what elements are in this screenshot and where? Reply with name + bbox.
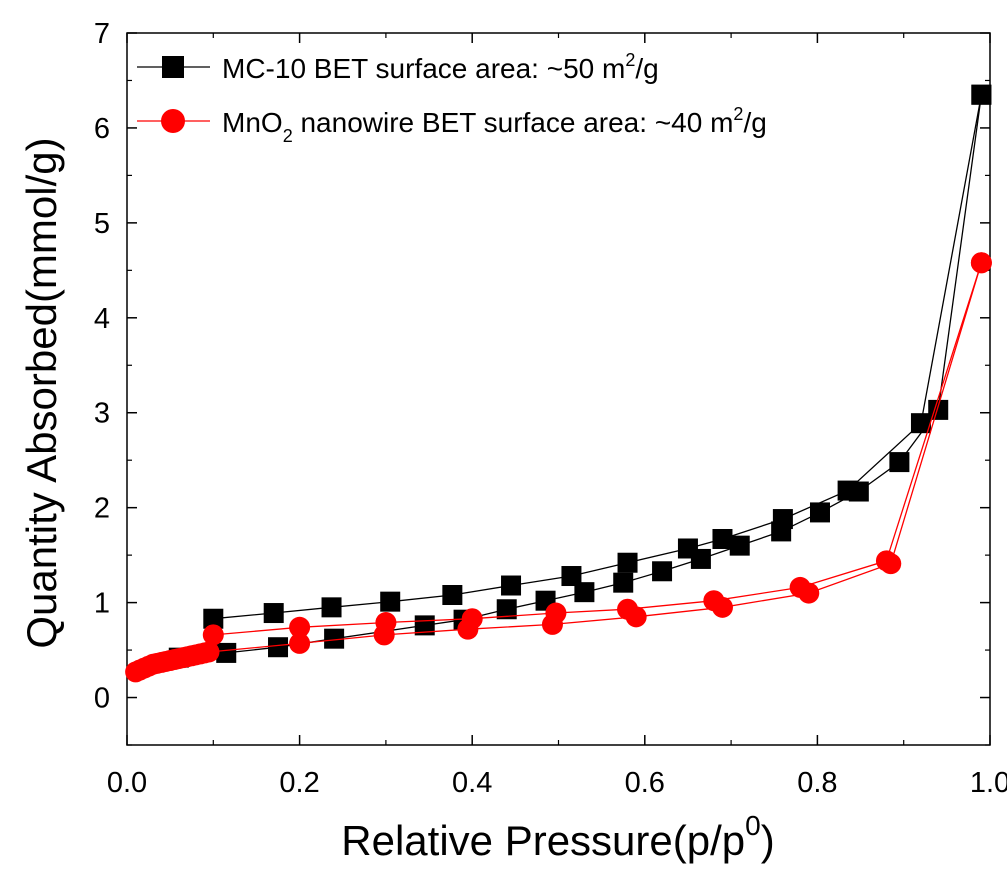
data-point xyxy=(970,252,992,274)
y-tick-label: 4 xyxy=(94,303,110,335)
series-mno2 xyxy=(125,252,992,683)
data-point xyxy=(461,608,483,630)
legend-mc10-label: MC-10 BET surface area: ~50 m2/g xyxy=(222,50,659,84)
series-mc10 xyxy=(168,84,992,668)
data-point xyxy=(875,550,897,572)
data-point xyxy=(928,399,949,420)
data-point xyxy=(809,502,830,523)
data-point xyxy=(729,535,750,556)
data-point xyxy=(703,590,725,612)
y-tick-label: 1 xyxy=(94,588,110,620)
plot-frame xyxy=(126,32,991,746)
data-point xyxy=(442,585,463,606)
legend-mno2-label: MnO2 nanowire BET surface area: ~40 m2/g xyxy=(222,104,767,146)
data-point xyxy=(216,642,237,663)
legend-mc10-marker xyxy=(162,56,184,78)
y-tick-label: 6 xyxy=(94,113,110,145)
series-line-desorption xyxy=(213,94,983,620)
x-tick-label: 0.8 xyxy=(797,767,837,799)
data-point xyxy=(268,637,289,658)
data-point xyxy=(677,538,698,559)
data-point xyxy=(289,616,311,638)
data-point xyxy=(321,597,342,618)
legend-mno2-marker xyxy=(161,109,185,133)
data-point xyxy=(501,575,522,596)
plot-border xyxy=(126,32,991,746)
data-point xyxy=(889,452,910,473)
data-point xyxy=(289,632,311,654)
x-tick-label: 0.6 xyxy=(625,767,665,799)
x-tick-label: 0.0 xyxy=(107,767,147,799)
data-point xyxy=(574,582,595,603)
axis-ticks: 0.0 0.2 0.4 0.6 0.8 1.0 0 1 2 3 4 5 6 7 xyxy=(94,18,1007,799)
y-tick-label: 3 xyxy=(94,398,110,430)
y-tick-label: 0 xyxy=(94,683,110,715)
data-point xyxy=(375,612,397,634)
y-axis-title: Quantity Absorbed(mmol/g) xyxy=(18,137,65,648)
data-point xyxy=(613,572,634,593)
data-point xyxy=(380,591,401,612)
data-point xyxy=(203,608,224,629)
y-tick-label: 7 xyxy=(94,18,110,50)
y-tick-label: 5 xyxy=(94,208,110,240)
data-point xyxy=(263,603,284,624)
series-line-desorption xyxy=(213,262,983,636)
data-point xyxy=(202,624,224,646)
data-point xyxy=(652,561,673,582)
x-axis-title: Relative Pressure(p/p0) xyxy=(341,810,774,864)
data-point xyxy=(561,566,582,587)
data-point xyxy=(910,413,931,434)
data-point xyxy=(789,576,811,598)
data-point xyxy=(324,628,345,649)
data-point xyxy=(837,480,858,501)
series-layer xyxy=(125,84,992,683)
x-tick-label: 1.0 xyxy=(970,767,1007,799)
y-tick-label: 2 xyxy=(94,493,110,525)
data-point xyxy=(198,641,220,663)
data-point xyxy=(772,509,793,530)
data-point xyxy=(971,84,992,105)
x-tick-label: 0.4 xyxy=(452,767,492,799)
x-tick-label: 0.2 xyxy=(279,767,319,799)
data-point xyxy=(496,599,517,620)
legend: MC-10 BET surface area: ~50 m2/g MnO2 na… xyxy=(137,50,767,146)
data-point xyxy=(617,598,639,620)
data-point xyxy=(617,552,638,573)
data-point xyxy=(712,528,733,549)
data-point xyxy=(545,602,567,624)
